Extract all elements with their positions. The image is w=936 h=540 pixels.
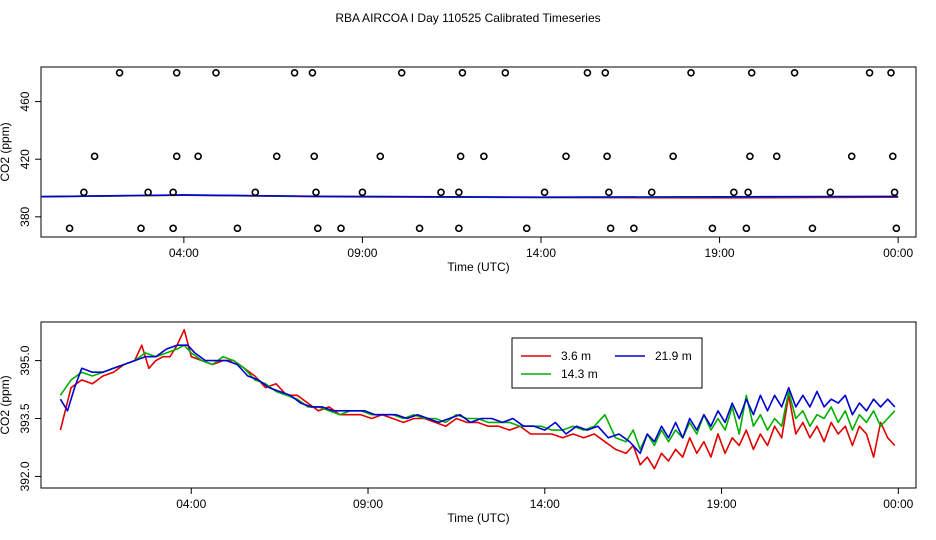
series-line <box>59 344 896 451</box>
data-point <box>169 188 177 197</box>
x-tick-label: 19:00 <box>707 497 737 511</box>
plot-frame <box>40 66 917 238</box>
x-tick-label: 19:00 <box>705 246 735 260</box>
data-point <box>730 188 738 197</box>
data-point <box>233 224 242 233</box>
data-point <box>310 152 319 161</box>
data-point <box>144 188 152 197</box>
data-point <box>169 224 177 233</box>
data-point <box>603 152 611 161</box>
legend-label: 21.9 m <box>655 349 692 363</box>
data-point <box>458 68 467 77</box>
figure-title: RBA AIRCOA I Day 110525 Calibrated Times… <box>335 11 600 25</box>
data-point <box>455 188 463 197</box>
data-point <box>90 152 99 161</box>
data-point <box>312 188 320 197</box>
y-tick-label: 395.0 <box>18 345 32 375</box>
x-tick-label: 00:00 <box>883 246 913 260</box>
data-point <box>137 224 145 233</box>
plot-frame <box>40 321 917 489</box>
data-point <box>540 188 549 197</box>
data-point <box>80 188 88 197</box>
lower-panel: 04:00 09:00 14:00 19:00 00:00 392.0 393.5 395.0… <box>0 321 917 525</box>
data-point <box>376 152 385 161</box>
data-point <box>583 68 592 77</box>
data-point <box>337 224 345 233</box>
x-tick-label: 04:00 <box>169 246 199 260</box>
data-point <box>456 152 465 161</box>
x-tick-label: 00:00 <box>883 497 913 511</box>
data-point <box>601 68 610 77</box>
data-point <box>308 68 317 77</box>
data-point <box>272 152 281 161</box>
data-point <box>501 68 510 77</box>
data-point <box>890 188 899 197</box>
x-axis-label: Time (UTC) <box>447 511 509 525</box>
y-axis-label: CO2 (ppm) <box>0 375 12 434</box>
data-point <box>892 224 901 233</box>
data-point <box>772 152 781 161</box>
x-tick-label: 09:00 <box>347 246 377 260</box>
series-line <box>59 328 896 470</box>
data-point <box>744 188 752 197</box>
data-point <box>605 188 613 197</box>
data-point <box>647 188 656 197</box>
y-tick-label: 420 <box>18 149 32 169</box>
data-point <box>790 68 799 77</box>
data-point <box>887 68 895 77</box>
data-point <box>172 152 181 161</box>
data-point <box>115 68 124 77</box>
data-point <box>455 224 463 233</box>
data-point <box>826 188 835 197</box>
data-point <box>746 152 754 161</box>
data-point <box>747 68 756 77</box>
data-point <box>888 152 897 161</box>
data-point <box>290 68 299 77</box>
x-tick-label: 04:00 <box>176 497 206 511</box>
data-point <box>847 152 856 161</box>
data-point <box>65 224 74 233</box>
data-point <box>251 188 260 197</box>
y-tick-label: 392.0 <box>18 461 32 491</box>
upper-panel: 04:00 09:00 14:00 19:00 00:00 380 420 460 Time (… <box>0 66 917 274</box>
data-point <box>630 224 638 233</box>
legend-label: 14.3 m <box>561 367 598 381</box>
data-point <box>194 152 202 161</box>
data-point <box>808 224 817 233</box>
y-tick-label: 393.5 <box>18 403 32 433</box>
data-point <box>606 224 615 233</box>
data-point <box>562 152 570 161</box>
legend-label: 3.6 m <box>561 349 591 363</box>
data-point <box>669 152 677 161</box>
series-line <box>59 344 896 455</box>
data-point <box>313 224 322 233</box>
data-point <box>397 68 406 77</box>
data-point <box>522 224 531 233</box>
data-point <box>437 188 445 197</box>
data-point <box>172 68 181 77</box>
x-axis-label: Time (UTC) <box>447 260 509 274</box>
x-tick-label: 14:00 <box>530 497 560 511</box>
data-point <box>708 224 717 233</box>
legend-box <box>511 337 703 389</box>
data-point <box>687 68 695 77</box>
y-tick-label: 380 <box>18 206 32 226</box>
data-point <box>358 188 367 197</box>
data-point <box>865 68 874 77</box>
x-tick-label: 09:00 <box>353 497 383 511</box>
data-point <box>415 224 424 233</box>
data-point <box>742 224 751 233</box>
y-axis-label: CO2 (ppm) <box>0 122 12 181</box>
data-point <box>480 152 488 161</box>
data-point <box>212 68 220 77</box>
y-tick-label: 460 <box>18 91 32 111</box>
series-line <box>41 194 899 198</box>
x-tick-label: 14:00 <box>526 246 556 260</box>
